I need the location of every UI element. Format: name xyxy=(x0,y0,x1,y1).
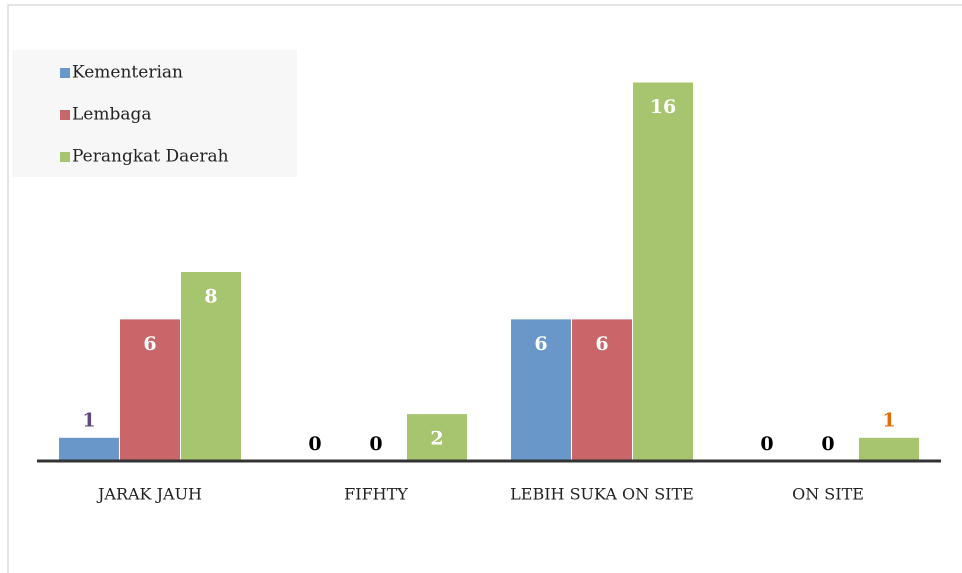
data-label: 16 xyxy=(650,96,676,118)
x-tick-label: JARAK JAUH xyxy=(96,485,202,504)
bar xyxy=(119,318,181,462)
data-label: 2 xyxy=(430,428,443,450)
legend-swatch xyxy=(60,68,70,78)
data-label: 0 xyxy=(821,433,834,455)
chart-border xyxy=(7,4,962,573)
x-tick-label: ON SITE xyxy=(792,485,864,504)
data-label: 6 xyxy=(595,333,608,355)
bar xyxy=(406,413,468,462)
bar xyxy=(58,436,120,462)
bar xyxy=(632,81,694,462)
data-label: 1 xyxy=(882,409,895,431)
legend-label: Kementerian xyxy=(72,63,183,83)
bar xyxy=(510,318,572,462)
x-tick-label: LEBIH SUKA ON SITE xyxy=(510,485,694,504)
legend-swatch xyxy=(60,110,70,120)
data-label: 0 xyxy=(369,433,382,455)
data-label: 8 xyxy=(204,286,217,308)
legend-box xyxy=(12,50,297,177)
data-label: 0 xyxy=(308,433,321,455)
bar xyxy=(571,318,633,462)
data-label: 6 xyxy=(143,333,156,355)
legend-label: Lembaga xyxy=(72,105,152,125)
data-label: 6 xyxy=(534,333,547,355)
data-label: 0 xyxy=(760,433,773,455)
legend-label: Perangkat Daerah xyxy=(72,147,229,167)
legend-swatch xyxy=(60,152,70,162)
data-label: 1 xyxy=(82,409,95,431)
x-tick-label: FIFHTY xyxy=(344,485,408,504)
bar xyxy=(858,436,920,462)
